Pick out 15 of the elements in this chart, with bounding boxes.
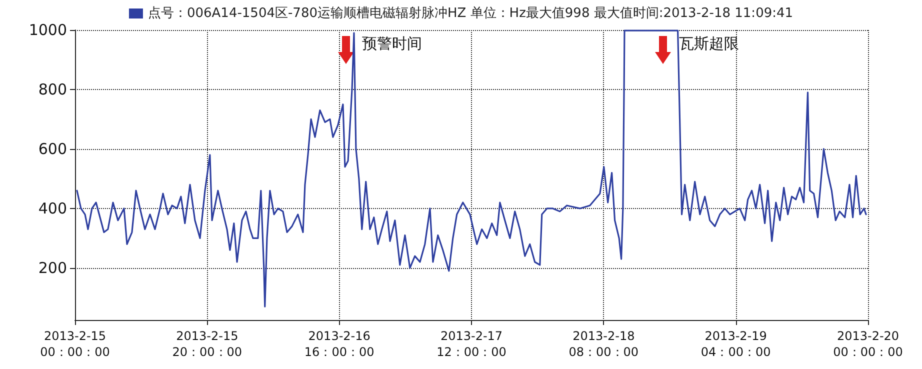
x-tick-label: 2013-2-16 16：00：00 bbox=[304, 329, 374, 359]
x-tick-label: 2013-2-20 00：00：00 bbox=[833, 329, 903, 359]
x-tick-label: 2013-2-15 20：00：00 bbox=[172, 329, 242, 359]
x-tick-label: 2013-2-18 08：00：00 bbox=[568, 329, 639, 359]
x-tick-label: 2013-2-19 04：00：00 bbox=[700, 329, 771, 359]
y-tick-label: 200 bbox=[38, 258, 67, 277]
annotation: 预警时间 bbox=[362, 34, 422, 52]
y-tick-label: 400 bbox=[38, 199, 67, 218]
x-tick-label: 2013-2-17 12：00：00 bbox=[436, 329, 506, 359]
legend-label: 点号：006A14-1504区-780运输顺槽电磁辐射脉冲HZ 单位：Hz最大值998 最大值时间:2013-2-18 11:09:41 bbox=[148, 6, 794, 21]
x-tick-label: 2013-2-15 00：00：00 bbox=[40, 329, 110, 359]
y-tick-label: 800 bbox=[38, 80, 67, 98]
y-tick-label: 600 bbox=[38, 140, 67, 158]
annotation: 瓦斯超限 bbox=[679, 34, 739, 52]
y-tick-label: 1000 bbox=[28, 21, 67, 39]
